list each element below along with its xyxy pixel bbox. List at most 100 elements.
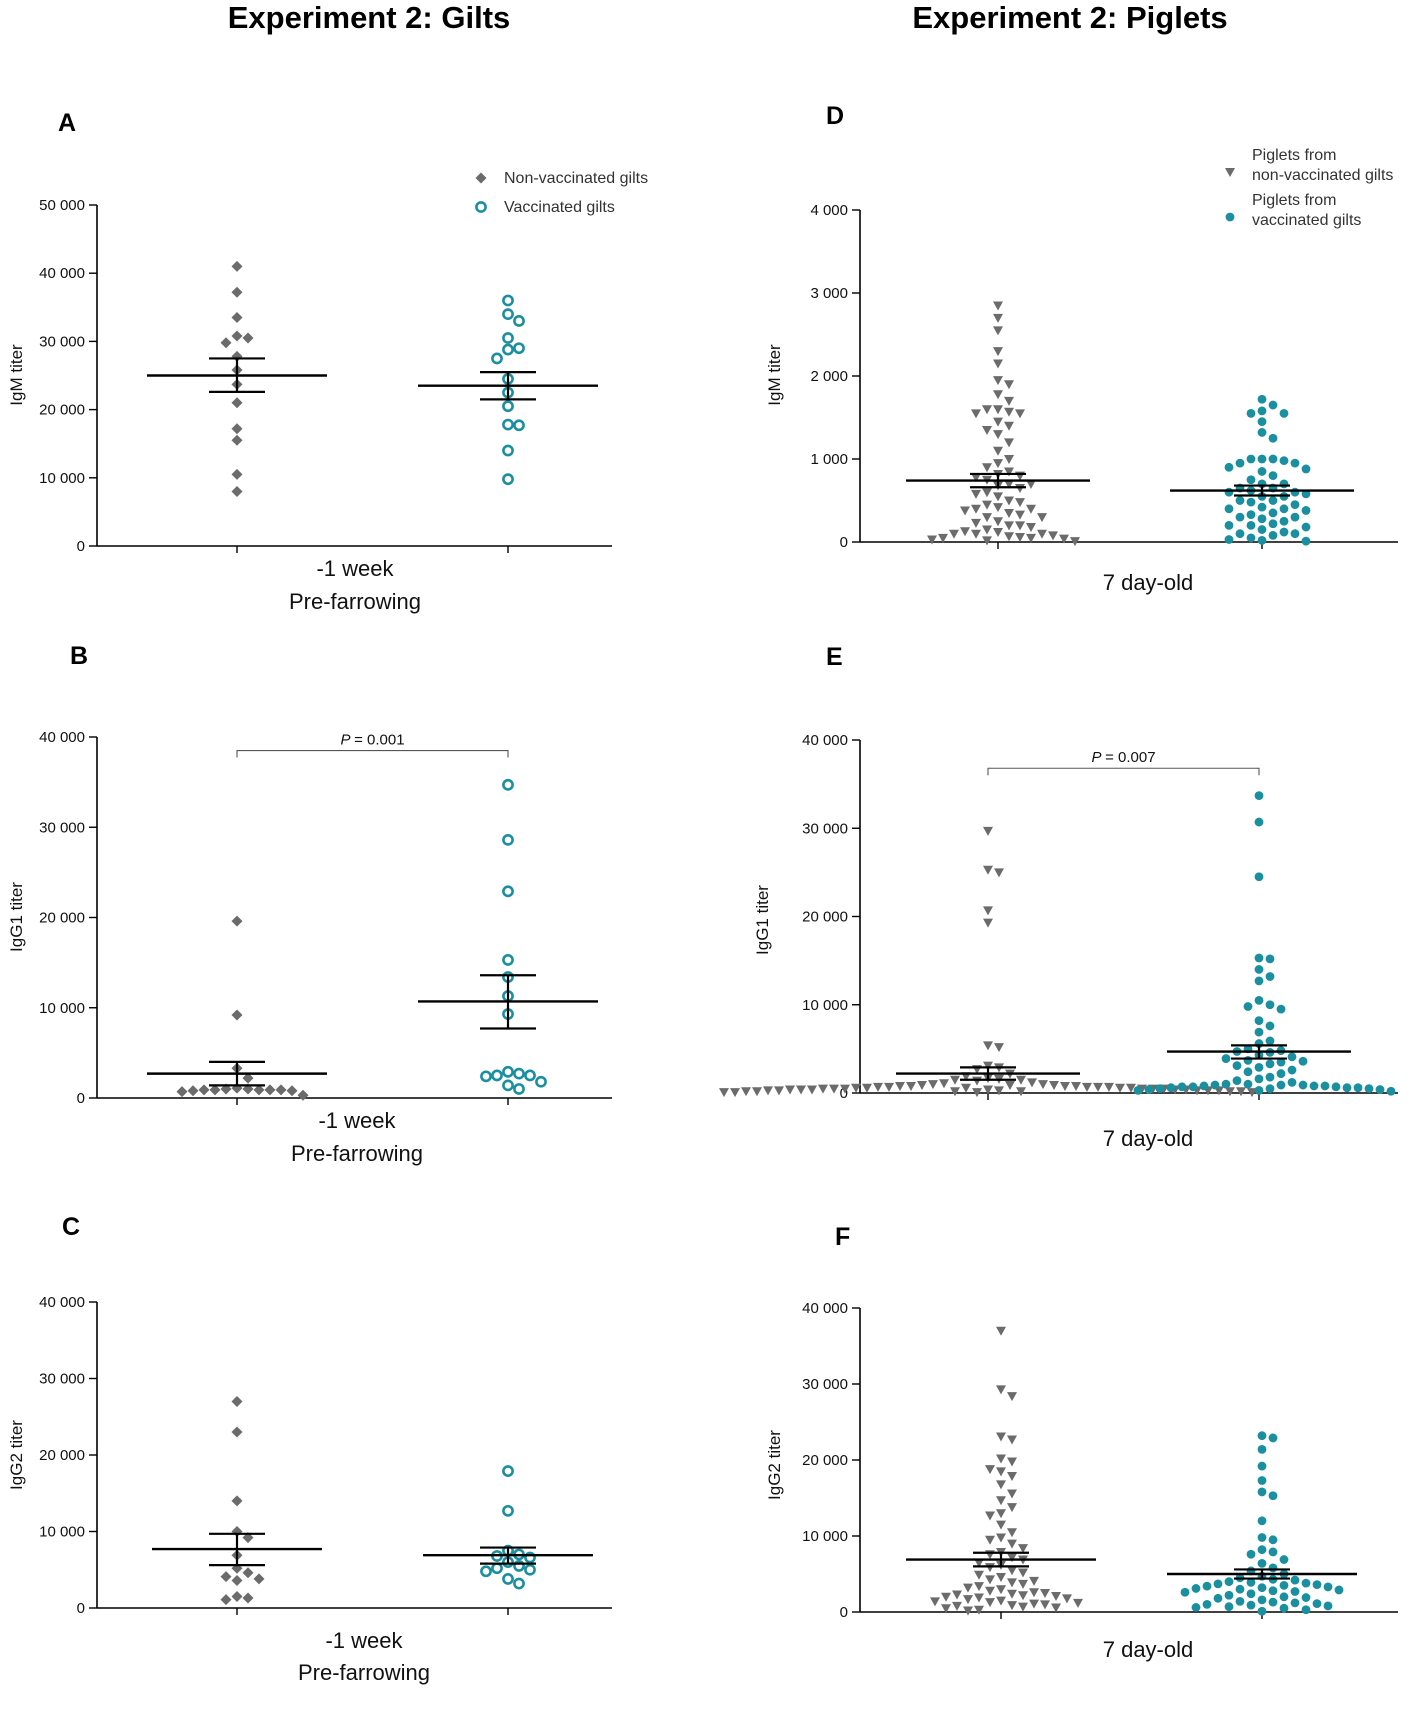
data-point-d-1 <box>993 492 1003 502</box>
data-point-e-2 <box>1265 954 1275 964</box>
data-point-a-1 <box>220 337 232 349</box>
data-point-d-1 <box>993 326 1003 336</box>
data-point-d-1 <box>982 513 992 523</box>
data-point-d-1 <box>993 459 1003 469</box>
data-point-d-1 <box>1026 523 1036 533</box>
data-point-f-2 <box>1268 1597 1278 1607</box>
data-point-f-2 <box>1268 1547 1278 1557</box>
data-point-d-2 <box>1224 535 1234 544</box>
y-tick-label-d: 1 000 <box>810 451 848 468</box>
data-point-d-1 <box>1004 438 1014 448</box>
data-point-d-2 <box>1235 512 1245 522</box>
data-point-d-2 <box>1246 408 1256 418</box>
data-point-e-1 <box>939 1079 949 1089</box>
data-point-e-1 <box>983 865 993 875</box>
data-point-e-2 <box>1133 1085 1143 1095</box>
data-point-f-2 <box>1268 1586 1278 1596</box>
data-point-e-2 <box>1254 1027 1264 1037</box>
data-point-c-2 <box>491 1562 503 1575</box>
data-point-f-2 <box>1257 1595 1267 1605</box>
data-point-d-2 <box>1290 500 1300 510</box>
data-point-d-1 <box>993 528 1003 538</box>
data-point-d-1 <box>1004 479 1014 489</box>
data-point-d-2 <box>1279 479 1289 489</box>
data-point-f-2 <box>1268 1433 1278 1443</box>
data-point-d-1 <box>993 301 1003 311</box>
data-point-b-1 <box>209 1084 221 1096</box>
data-point-d-2 <box>1246 521 1256 530</box>
data-point-f-1 <box>1040 1589 1050 1598</box>
data-point-e-2 <box>1243 1055 1253 1065</box>
data-point-d-2 <box>1257 406 1267 416</box>
data-point-f-1 <box>985 1598 995 1608</box>
data-point-e-1 <box>807 1085 817 1095</box>
data-point-f-1 <box>974 1582 984 1592</box>
data-point-f-2 <box>1191 1603 1201 1612</box>
data-point-b-2 <box>535 1075 547 1088</box>
data-point-d-1 <box>982 488 992 498</box>
data-point-f-1 <box>1018 1544 1028 1554</box>
data-point-f-2 <box>1257 1431 1267 1441</box>
data-point-d-1 <box>1004 421 1014 431</box>
data-point-d-2 <box>1301 506 1311 515</box>
data-point-f-1 <box>996 1432 1006 1442</box>
data-point-d-1 <box>1004 467 1014 477</box>
data-point-e-2 <box>1254 965 1264 974</box>
data-point-f-1 <box>974 1593 984 1603</box>
data-point-d-1 <box>993 376 1003 386</box>
data-point-f-1 <box>1007 1489 1017 1499</box>
data-point-f-1 <box>1007 1471 1017 1481</box>
data-point-f-1 <box>996 1596 1006 1606</box>
data-point-e-1 <box>1071 1081 1081 1091</box>
x-category-label-d: 7 day-old <box>1103 570 1194 595</box>
data-point-f-1 <box>996 1520 1006 1530</box>
data-point-e-1 <box>1016 1075 1026 1085</box>
data-point-d-1 <box>1037 513 1047 523</box>
y-tick-label-d: 4 000 <box>810 202 848 219</box>
data-point-e-1 <box>730 1088 740 1098</box>
data-point-e-2 <box>1254 976 1264 986</box>
data-point-d-1 <box>938 533 948 543</box>
data-point-d-1 <box>1004 407 1014 417</box>
data-point-e-1 <box>906 1081 916 1091</box>
data-point-e-1 <box>1005 1081 1015 1091</box>
data-point-f-1 <box>1018 1579 1028 1589</box>
data-point-d-1 <box>1004 532 1014 542</box>
data-point-f-1 <box>1007 1457 1017 1467</box>
data-point-e-2 <box>1254 1016 1264 1026</box>
y-axis-label-d: IgM titer <box>765 344 784 406</box>
y-tick-label-f: 40 000 <box>802 1300 848 1317</box>
data-point-e-2 <box>1254 1063 1264 1072</box>
panel-label-e: E <box>826 643 843 671</box>
data-point-f-1 <box>985 1575 995 1585</box>
data-point-d-2 <box>1290 458 1300 468</box>
data-point-a-2 <box>513 315 525 327</box>
y-tick-label-f: 20 000 <box>802 1452 848 1469</box>
data-point-d-2 <box>1235 458 1245 468</box>
data-point-d-1 <box>993 446 1003 456</box>
data-point-d-1 <box>982 536 992 546</box>
data-point-f-1 <box>1007 1435 1017 1445</box>
y-tick-label-f: 10 000 <box>802 1528 848 1545</box>
data-point-f-1 <box>1073 1598 1083 1608</box>
data-point-f-1 <box>985 1563 995 1573</box>
panel-label-d: D <box>826 102 844 130</box>
data-point-e-1 <box>1236 1087 1246 1097</box>
data-point-e-2 <box>1298 1056 1308 1066</box>
data-point-f-1 <box>996 1326 1006 1336</box>
data-point-f-1 <box>1018 1568 1028 1578</box>
data-point-f-1 <box>996 1385 1006 1395</box>
data-point-d-1 <box>1015 484 1025 494</box>
data-point-e-2 <box>1254 872 1264 882</box>
data-point-f-1 <box>985 1511 995 1521</box>
data-point-d-1 <box>993 503 1003 513</box>
data-point-f-1 <box>1018 1602 1028 1612</box>
data-point-c-1 <box>253 1573 265 1585</box>
data-point-f-1 <box>1029 1599 1039 1609</box>
data-point-f-1 <box>1007 1601 1017 1611</box>
data-point-f-1 <box>996 1467 1006 1477</box>
data-point-f-1 <box>1007 1578 1017 1588</box>
data-point-e-1 <box>1104 1082 1114 1092</box>
data-point-c-2 <box>524 1551 536 1564</box>
